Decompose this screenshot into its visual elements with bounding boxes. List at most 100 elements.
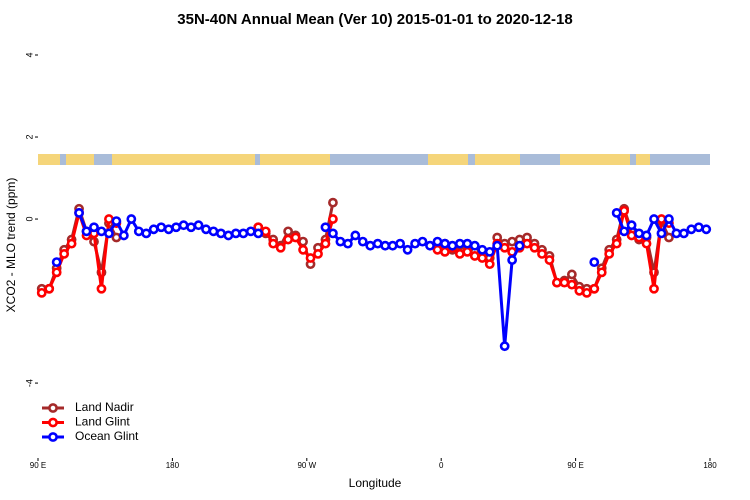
data-point xyxy=(36,287,47,298)
data-point xyxy=(148,224,159,235)
land-band xyxy=(475,154,520,165)
data-point xyxy=(290,232,301,243)
data-point xyxy=(223,230,234,241)
data-point xyxy=(454,238,465,249)
data-point xyxy=(216,228,226,239)
data-point xyxy=(619,226,630,237)
data-point xyxy=(335,236,346,247)
data-point xyxy=(66,238,77,249)
data-point xyxy=(156,222,167,233)
data-point xyxy=(514,240,525,251)
data-point xyxy=(656,228,667,239)
data-point xyxy=(328,214,338,224)
data-point xyxy=(342,238,353,249)
data-point xyxy=(440,246,450,257)
data-point xyxy=(462,246,473,257)
data-point xyxy=(230,228,241,239)
land-band xyxy=(428,154,468,165)
data-point xyxy=(305,253,316,263)
data-point xyxy=(81,226,92,237)
data-point xyxy=(649,214,659,224)
x-tick-label: 90 W xyxy=(297,461,316,470)
y-tick-label: 0 xyxy=(24,217,34,222)
data-point xyxy=(492,240,503,251)
legend-label: Land Nadir xyxy=(75,400,134,414)
land-band xyxy=(66,154,94,165)
data-point xyxy=(484,246,495,257)
land-ocean-strip xyxy=(38,154,710,165)
data-point xyxy=(51,257,62,268)
data-point xyxy=(298,244,308,255)
data-point xyxy=(186,222,196,233)
data-point xyxy=(701,224,712,235)
data-point xyxy=(656,214,667,224)
data-point xyxy=(537,249,547,259)
data-point xyxy=(238,228,249,239)
data-point xyxy=(686,224,697,235)
data-point xyxy=(74,207,84,218)
land-band xyxy=(260,154,330,165)
data-point xyxy=(664,214,674,224)
x-tick-label: 180 xyxy=(703,461,717,470)
data-point xyxy=(283,234,294,245)
x-axis-label: Longitude xyxy=(349,476,402,490)
data-point xyxy=(253,228,264,239)
data-point xyxy=(589,283,600,294)
data-point xyxy=(133,226,144,237)
data-point xyxy=(402,244,413,255)
data-point xyxy=(245,226,256,237)
data-point xyxy=(574,285,585,296)
x-tick-label: 0 xyxy=(439,461,444,470)
land-band xyxy=(560,154,630,165)
data-point xyxy=(671,228,682,239)
data-point xyxy=(581,287,592,298)
x-tick-label: 90 E xyxy=(567,461,583,470)
data-point xyxy=(462,238,473,249)
data-point xyxy=(201,224,211,235)
data-point xyxy=(380,240,391,251)
data-point xyxy=(328,228,338,239)
data-point xyxy=(425,240,435,251)
data-point xyxy=(96,226,107,237)
data-point xyxy=(619,205,630,216)
data-point xyxy=(372,238,383,249)
data-point xyxy=(51,267,62,278)
data-point xyxy=(163,224,174,235)
data-point xyxy=(678,228,689,239)
legend-label: Land Glint xyxy=(75,415,130,429)
legend-label: Ocean Glint xyxy=(75,429,139,443)
data-point xyxy=(522,238,532,249)
data-point xyxy=(178,220,189,231)
data-point xyxy=(141,228,152,239)
data-point xyxy=(387,240,398,251)
data-point xyxy=(641,230,652,241)
y-tick-label: 4 xyxy=(24,52,34,57)
data-point xyxy=(693,222,704,233)
data-point xyxy=(634,228,644,239)
data-point xyxy=(626,220,637,231)
chart-title: 35N-40N Annual Mean (Ver 10) 2015-01-01 … xyxy=(177,11,572,28)
data-point xyxy=(395,238,406,249)
x-tick-label: 180 xyxy=(166,461,180,470)
data-point xyxy=(477,253,488,263)
data-point xyxy=(365,240,376,251)
data-point xyxy=(104,228,114,239)
data-point xyxy=(111,216,122,226)
data-point xyxy=(268,238,279,249)
data-point xyxy=(469,240,480,251)
data-point xyxy=(275,242,286,253)
data-point xyxy=(89,222,99,233)
data-point xyxy=(104,214,114,224)
data-point xyxy=(417,236,428,247)
data-point xyxy=(611,207,622,218)
data-point xyxy=(320,238,331,249)
data-point xyxy=(611,238,622,249)
data-point xyxy=(604,249,615,259)
data-point xyxy=(44,283,55,294)
legend-marker xyxy=(48,403,58,413)
data-point xyxy=(566,279,577,290)
data-point xyxy=(454,249,465,259)
y-tick-label: 2 xyxy=(24,135,34,140)
data-point xyxy=(484,259,495,270)
